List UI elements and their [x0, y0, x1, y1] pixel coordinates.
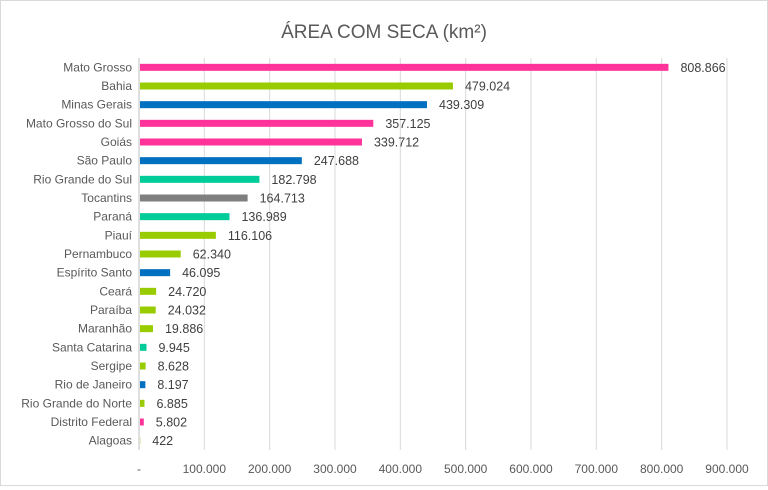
bar — [140, 120, 373, 127]
data-label: 357.125 — [385, 117, 430, 131]
bar — [140, 213, 229, 220]
data-label: 46.095 — [182, 266, 220, 280]
x-tick-label: 300.000 — [313, 462, 357, 476]
category-label: Rio Grande do Sul — [33, 172, 132, 186]
category-label: São Paulo — [77, 154, 133, 168]
category-label: Rio de Janeiro — [55, 378, 133, 392]
data-label: 247.688 — [314, 154, 359, 168]
category-label: Paraíba — [90, 303, 132, 317]
category-label: Mato Grosso do Sul — [26, 116, 132, 130]
data-label: 6.885 — [156, 397, 187, 411]
x-tick-label: 400.000 — [379, 462, 423, 476]
category-label: Santa Catarina — [52, 340, 132, 354]
data-label: 116.106 — [228, 229, 272, 243]
data-label: 164.713 — [260, 192, 305, 206]
x-tick-label: 100.000 — [183, 462, 227, 476]
category-label: Rio Grande do Norte — [21, 396, 132, 410]
data-label: 9.945 — [158, 341, 189, 355]
data-label: 24.032 — [168, 304, 206, 318]
x-tick-label: 800.000 — [640, 462, 684, 476]
data-label: 182.798 — [271, 173, 316, 187]
data-label: 5.802 — [156, 416, 187, 430]
bar — [140, 232, 216, 239]
data-label: 136.989 — [241, 210, 286, 224]
category-label: Bahia — [101, 79, 132, 93]
category-label: Sergipe — [91, 359, 133, 373]
x-tick-label: 600.000 — [509, 462, 553, 476]
bar — [140, 381, 145, 388]
category-label: Pernambuco — [64, 247, 132, 261]
chart-title: ÁREA COM SECA (km²) — [281, 22, 487, 43]
data-label: 62.340 — [193, 248, 231, 262]
bar — [140, 139, 362, 146]
category-label: Espírito Santo — [57, 266, 133, 280]
bar — [140, 157, 302, 164]
x-tick-label: 900.000 — [705, 462, 749, 476]
category-label: Minas Gerais — [61, 98, 132, 112]
bar — [140, 400, 144, 407]
category-label: Tocantins — [81, 191, 132, 205]
x-tick-label: 200.000 — [248, 462, 292, 476]
category-label: Piauí — [105, 228, 133, 242]
category-label: Mato Grosso — [63, 60, 132, 74]
bar — [140, 176, 259, 183]
data-label: 24.720 — [168, 285, 206, 299]
data-label: 808.866 — [680, 61, 725, 75]
bar — [140, 325, 153, 332]
bar — [140, 251, 181, 258]
category-label: Ceará — [99, 284, 132, 298]
category-label: Distrito Federal — [51, 415, 132, 429]
bar — [140, 307, 156, 314]
category-label: Maranhão — [78, 322, 132, 336]
data-label: 422 — [152, 434, 173, 448]
bar — [140, 288, 156, 295]
bar — [140, 419, 144, 426]
data-label: 339.712 — [374, 136, 419, 150]
data-label: 439.309 — [439, 98, 484, 112]
x-tick-label: - — [137, 462, 141, 476]
bar — [140, 195, 248, 202]
bar — [140, 101, 427, 108]
data-label: 19.886 — [165, 322, 203, 336]
data-label: 8.197 — [157, 378, 188, 392]
bar — [140, 363, 146, 370]
category-label: Alagoas — [89, 434, 132, 448]
data-label: 8.628 — [158, 360, 189, 374]
x-tick-label: 500.000 — [444, 462, 488, 476]
bar — [140, 83, 453, 90]
category-label: Goiás — [101, 135, 132, 149]
category-label: Paraná — [93, 210, 132, 224]
data-label: 479.024 — [465, 80, 510, 94]
bar — [140, 64, 668, 71]
x-tick-label: 700.000 — [575, 462, 619, 476]
bar — [140, 269, 170, 276]
bar — [140, 344, 146, 351]
